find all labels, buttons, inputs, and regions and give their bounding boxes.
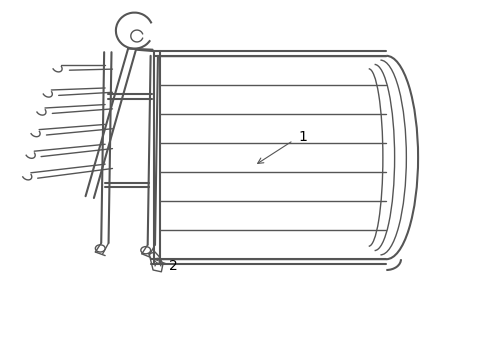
Text: 2: 2 xyxy=(169,260,178,273)
Text: 1: 1 xyxy=(298,130,307,144)
